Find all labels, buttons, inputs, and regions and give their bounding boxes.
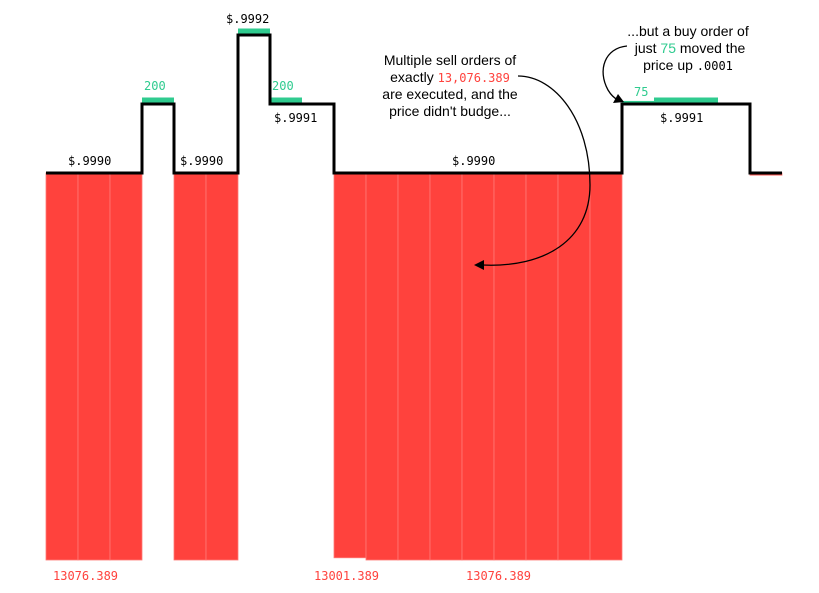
sell-annotation: Multiple sell orders of exactly 13,076.3… [382,52,518,119]
buy-order-label: 200 [144,79,166,93]
buy-order-bar [686,97,718,103]
sell-annotation-value: 13,076.389 [438,71,510,85]
buy-annotation-line: just 75 moved the [634,40,746,56]
sell-arrow-head-icon [474,260,484,270]
buy-order-bar [622,100,654,103]
price-step-line [46,33,782,175]
sell-order-bar [557,172,591,561]
buy-order-bar [654,97,686,103]
sell-order-bar [461,172,495,561]
sell-order-bar [205,172,239,561]
sell-order-bar [525,172,559,561]
sell-annotation-line: Multiple sell orders of [384,52,516,68]
price-label: $.9992 [226,12,269,26]
sell-order-bar [365,172,399,561]
sell-order-bar [589,172,623,561]
buy-annotation-arrow [602,45,628,101]
sell-order-bar [333,172,367,559]
buy-annotation-value: .0001 [697,59,733,73]
sell-bars-group [45,172,783,561]
sell-order-bar [45,172,79,561]
sell-annotation-line: are executed, and the [382,86,518,102]
sell-order-label: 13076.389 [466,569,531,583]
sell-order-bar [109,172,143,561]
price-label: $.9991 [660,111,703,125]
sell-annotation-arrow [481,75,591,266]
buy-arrow-head-icon [613,94,624,103]
buy-annotation-value: 75 [660,40,676,56]
sell-order-bar [173,172,207,561]
price-label: $.9991 [274,111,317,125]
price-label: $.9990 [452,154,495,168]
sell-order-label: 13001.389 [314,569,379,583]
buy-order-bar [270,97,302,103]
buy-annotation-line: ...but a buy order of [627,23,749,39]
price-label: $.9990 [180,154,223,168]
buy-annotation-line: price up .0001 [643,57,733,73]
sell-order-bar [77,172,111,561]
sell-order-bar [397,172,431,561]
sell-order-label: 13076.389 [53,569,118,583]
buy-order-bar [238,28,270,34]
sell-order-bar [429,172,463,561]
buy-order-label: 200 [272,79,294,93]
sell-annotation-line: price didn't budge... [389,103,511,119]
price-label: $.9990 [68,154,111,168]
buy-order-bar [142,97,174,103]
sell-order-bar [493,172,527,561]
buy-order-label: 75 [634,85,648,99]
buy-bars-group [142,28,718,103]
buy-annotation: ...but a buy order of just 75 moved the … [627,23,749,73]
sell-annotation-line: exactly 13,076.389 [390,69,510,85]
